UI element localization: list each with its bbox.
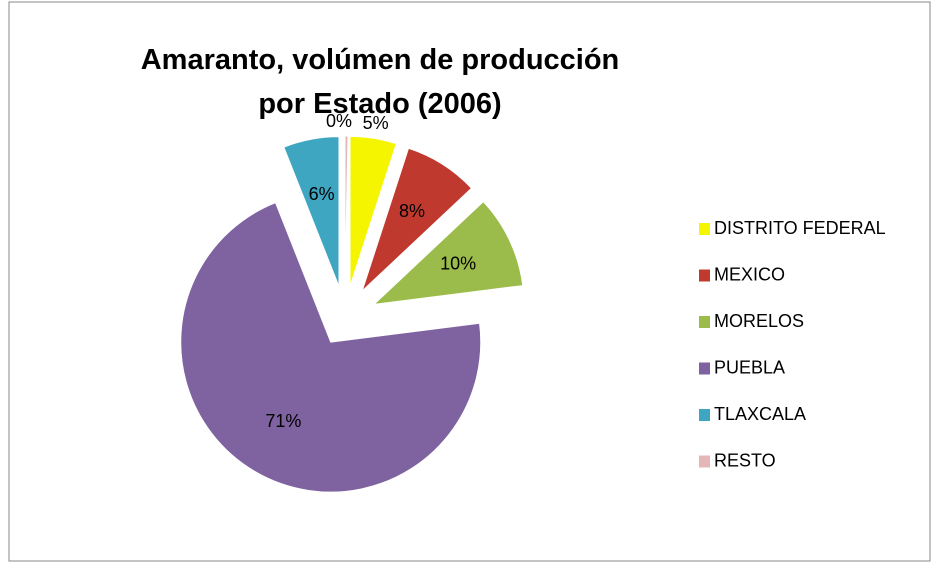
legend-label: MEXICO bbox=[714, 264, 785, 284]
chart-title: Amaranto, volúmen de producción por Esta… bbox=[140, 44, 620, 120]
pie-slice bbox=[361, 147, 473, 292]
legend-swatch bbox=[699, 455, 710, 468]
legend-swatch bbox=[699, 269, 710, 282]
legend-label: PUEBLA bbox=[714, 357, 785, 377]
legend-swatch bbox=[699, 409, 710, 421]
legend-label: MORELOS bbox=[714, 311, 804, 331]
legend-swatch bbox=[699, 223, 710, 235]
legend-label: RESTO bbox=[714, 450, 776, 470]
legend-swatch bbox=[699, 316, 710, 328]
legend-swatch bbox=[699, 362, 710, 375]
data-label: 0% bbox=[326, 111, 352, 131]
pie-slice bbox=[372, 200, 524, 306]
pie-slice bbox=[180, 201, 482, 493]
pie-slice bbox=[344, 135, 349, 287]
legend-label: TLAXCALA bbox=[714, 404, 806, 424]
data-label: 8% bbox=[399, 201, 425, 221]
data-label: 10% bbox=[440, 254, 476, 274]
legend-label: DISTRITO FEDERAL bbox=[714, 218, 886, 238]
pie-slice bbox=[283, 136, 340, 287]
data-label: 6% bbox=[309, 184, 335, 204]
data-label: 71% bbox=[265, 411, 301, 431]
data-label: 5% bbox=[363, 113, 389, 133]
pie-slice bbox=[349, 135, 397, 287]
